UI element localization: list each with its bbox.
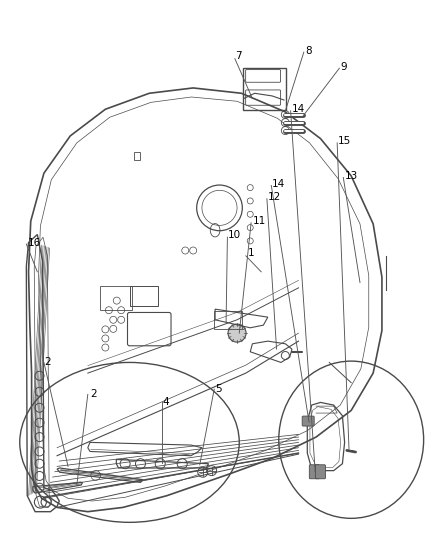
Text: 13: 13 <box>344 171 357 181</box>
Text: 2: 2 <box>44 358 50 367</box>
Text: 12: 12 <box>267 192 280 202</box>
FancyBboxPatch shape <box>309 465 318 479</box>
Text: 9: 9 <box>339 62 346 71</box>
Text: 15: 15 <box>337 136 350 146</box>
Text: 10: 10 <box>228 230 241 239</box>
Circle shape <box>227 324 246 342</box>
Text: 8: 8 <box>304 46 311 55</box>
Text: 16: 16 <box>28 238 41 247</box>
Text: 14: 14 <box>291 104 304 114</box>
Text: 4: 4 <box>162 398 169 407</box>
Text: 2: 2 <box>90 390 96 399</box>
Text: 1: 1 <box>247 248 254 258</box>
Text: 5: 5 <box>215 384 221 394</box>
Text: 14: 14 <box>272 179 285 189</box>
Text: 11: 11 <box>252 216 265 226</box>
Bar <box>134 152 140 160</box>
FancyBboxPatch shape <box>315 465 325 479</box>
Bar <box>129 286 158 306</box>
FancyBboxPatch shape <box>301 416 314 426</box>
Text: 7: 7 <box>234 51 241 61</box>
